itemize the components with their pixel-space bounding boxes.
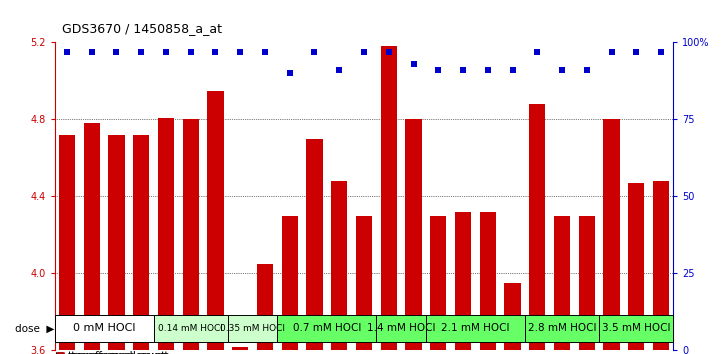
- Bar: [455, 212, 471, 350]
- Bar: [579, 216, 595, 350]
- Point: [507, 67, 518, 73]
- Bar: [306, 139, 323, 350]
- Bar: [133, 135, 149, 350]
- Point: [185, 49, 197, 55]
- Bar: [207, 91, 223, 350]
- Text: 0 mM HOCl: 0 mM HOCl: [73, 323, 135, 333]
- Bar: [599, 315, 673, 342]
- Point: [160, 49, 172, 55]
- Bar: [331, 181, 347, 350]
- Text: 2.1 mM HOCl: 2.1 mM HOCl: [441, 323, 510, 333]
- Text: 1.4 mM HOCl: 1.4 mM HOCl: [367, 323, 435, 333]
- Point: [408, 61, 419, 67]
- Point: [135, 49, 147, 55]
- Point: [531, 49, 543, 55]
- Text: ■  transformed count: ■ transformed count: [55, 351, 168, 354]
- Bar: [228, 315, 277, 342]
- Text: 0.35 mM HOCl: 0.35 mM HOCl: [220, 324, 285, 333]
- Text: 2.8 mM HOCl: 2.8 mM HOCl: [528, 323, 596, 333]
- Point: [581, 67, 593, 73]
- Point: [606, 49, 617, 55]
- Bar: [426, 315, 525, 342]
- Bar: [232, 347, 248, 350]
- Bar: [554, 216, 570, 350]
- Point: [457, 67, 469, 73]
- Bar: [480, 212, 496, 350]
- Point: [655, 49, 667, 55]
- Bar: [529, 104, 545, 350]
- Text: GDS3670 / 1450858_a_at: GDS3670 / 1450858_a_at: [62, 22, 222, 35]
- Point: [86, 49, 98, 55]
- Bar: [628, 183, 644, 350]
- Point: [333, 67, 345, 73]
- Point: [61, 49, 73, 55]
- Point: [630, 49, 642, 55]
- Text: 0.7 mM HOCl: 0.7 mM HOCl: [293, 323, 361, 333]
- Bar: [376, 315, 426, 342]
- Point: [556, 67, 568, 73]
- Bar: [59, 135, 75, 350]
- Bar: [604, 120, 620, 350]
- Bar: [55, 315, 154, 342]
- Text: 3.5 mM HOCl: 3.5 mM HOCl: [602, 323, 670, 333]
- Bar: [108, 135, 124, 350]
- Bar: [257, 264, 273, 350]
- Bar: [430, 216, 446, 350]
- Text: 0.14 mM HOCl: 0.14 mM HOCl: [158, 324, 223, 333]
- Point: [309, 49, 320, 55]
- Point: [234, 49, 246, 55]
- Text: ■: ■: [55, 351, 64, 354]
- Point: [210, 49, 221, 55]
- Text: dose  ▶: dose ▶: [15, 323, 55, 333]
- Text: transformed count: transformed count: [68, 351, 165, 354]
- Bar: [154, 315, 228, 342]
- Bar: [653, 181, 669, 350]
- Bar: [183, 120, 199, 350]
- Bar: [282, 216, 298, 350]
- Bar: [525, 315, 599, 342]
- Bar: [356, 216, 372, 350]
- Point: [383, 49, 395, 55]
- Bar: [158, 118, 174, 350]
- Bar: [405, 120, 422, 350]
- Bar: [84, 123, 100, 350]
- Point: [482, 67, 494, 73]
- Point: [358, 49, 370, 55]
- Point: [111, 49, 122, 55]
- Bar: [277, 315, 376, 342]
- Point: [432, 67, 444, 73]
- Bar: [505, 283, 521, 350]
- Point: [284, 70, 296, 76]
- Point: [259, 49, 271, 55]
- Bar: [381, 46, 397, 350]
